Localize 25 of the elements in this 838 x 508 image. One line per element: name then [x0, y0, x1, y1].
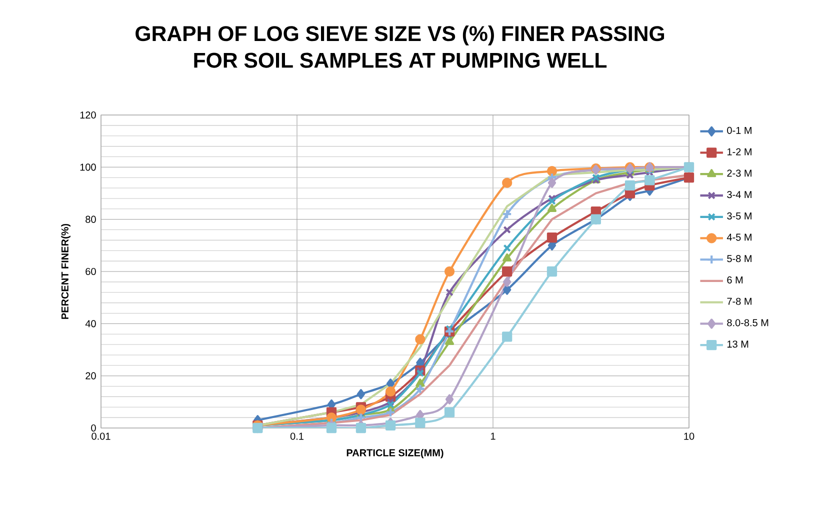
legend-label: 3-5 M [727, 212, 752, 220]
y-tick-label: 60 [86, 268, 96, 276]
y-axis-title: PERCENT FINER(%) [61, 224, 70, 319]
legend-label: 3-4 M [727, 191, 752, 198]
x-tick-label: 0.1 [290, 432, 304, 440]
x-tick-label: 10 [684, 432, 694, 440]
legend-label: 6 M [727, 276, 743, 284]
x-tick-label: 1 [490, 432, 496, 440]
legend-label: 0-1 M [727, 126, 752, 134]
legend-label: 7-8 M [727, 298, 752, 305]
legend-label: 5-8 M [727, 255, 752, 262]
y-tick-label: 120 [80, 111, 96, 119]
legend-label: 4-5 M [726, 234, 752, 241]
y-tick-label: 0 [91, 424, 96, 432]
legend-label: 2-3 M [727, 170, 752, 177]
x-axis-title: PARTICLE SIZE(MM) [346, 448, 444, 458]
legend-label: 1-2 M [727, 148, 752, 156]
legend-label: 8.0-8.5 M [727, 319, 768, 326]
y-tick-label: 20 [86, 372, 96, 380]
y-tick-label: 80 [86, 216, 96, 223]
x-tick-label: 0.01 [92, 432, 110, 440]
chart-title: GRAPH OF LOG SIEVE SIZE VS (%) FINER PASSING FOR SOIL SAMPLES AT PUMPING WELL [136, 26, 664, 68]
y-tick-label: 40 [85, 320, 96, 328]
y-tick-label: 100 [80, 164, 96, 171]
legend-label: 13 M [727, 340, 748, 348]
